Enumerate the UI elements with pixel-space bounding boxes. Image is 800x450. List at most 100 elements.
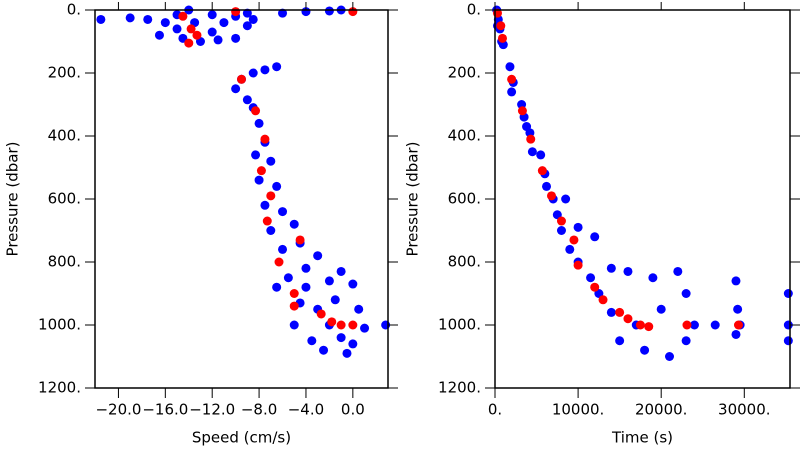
data-point	[289, 289, 299, 298]
data-point	[507, 74, 517, 84]
data-point	[248, 14, 258, 24]
data-point	[160, 18, 170, 28]
data-point	[186, 24, 196, 34]
data-point	[289, 320, 299, 330]
data-point	[640, 345, 650, 355]
data-point	[360, 323, 370, 333]
data-point	[272, 282, 282, 292]
data-point	[536, 150, 546, 160]
data-point	[783, 336, 793, 346]
data-point	[248, 68, 258, 78]
data-point	[665, 352, 675, 361]
data-point	[496, 21, 506, 31]
data-point	[301, 263, 311, 273]
data-point	[336, 266, 346, 276]
x-tick-label: −20.0	[95, 401, 141, 419]
data-point	[648, 273, 658, 283]
data-point	[336, 333, 346, 343]
data-point	[295, 235, 305, 245]
data-point	[278, 8, 288, 18]
data-point	[733, 320, 743, 330]
data-point	[731, 276, 741, 286]
y-tick-label: 1200.	[38, 379, 81, 397]
data-point	[254, 175, 264, 185]
data-point	[606, 307, 616, 317]
y-tick-label: 400.	[48, 127, 81, 145]
x-tick-label: 0.0	[341, 401, 365, 419]
data-point	[615, 336, 625, 346]
y-tick-label: 400.	[448, 127, 481, 145]
data-point	[348, 339, 358, 349]
data-point	[623, 314, 633, 324]
data-point	[348, 279, 358, 289]
data-point	[207, 10, 217, 20]
data-point	[283, 273, 293, 283]
data-point	[586, 273, 596, 283]
data-point	[272, 181, 282, 191]
data-point	[573, 260, 583, 270]
data-point	[710, 320, 720, 330]
x-tick-label: 0.	[488, 401, 502, 419]
x-axis-label: Speed (cm/s)	[192, 429, 291, 447]
data-point	[266, 226, 276, 235]
data-point	[644, 322, 654, 332]
data-point	[590, 282, 600, 292]
data-point	[606, 263, 616, 273]
y-axis-label: Pressure (dbar)	[4, 142, 22, 257]
data-point	[656, 304, 666, 314]
data-point	[497, 33, 507, 43]
x-tick-label: 10000.	[552, 401, 605, 419]
data-point	[237, 74, 246, 84]
data-point	[125, 13, 135, 23]
data-point	[274, 257, 284, 267]
y-tick-label: 600.	[48, 190, 81, 208]
data-point	[527, 147, 537, 157]
data-point	[556, 216, 566, 226]
data-point	[327, 317, 337, 327]
data-point	[526, 134, 536, 144]
data-point	[505, 62, 515, 72]
data-point	[307, 336, 317, 346]
data-point	[590, 232, 600, 242]
y-tick-label: 600.	[448, 190, 481, 208]
data-point	[731, 329, 741, 339]
x-tick-label: −8.0	[241, 401, 277, 419]
data-point	[517, 106, 527, 116]
data-point	[278, 244, 288, 254]
data-point	[231, 33, 241, 43]
x-tick-label: 20000.	[635, 401, 688, 419]
data-point	[565, 244, 575, 254]
data-point	[178, 11, 188, 21]
data-point	[289, 219, 299, 229]
data-point	[213, 35, 223, 45]
data-point	[192, 30, 202, 40]
data-point	[733, 304, 743, 314]
data-point	[313, 251, 323, 261]
y-tick-label: 0.	[467, 1, 481, 19]
y-axis-label: Pressure (dbar)	[404, 142, 422, 257]
data-point	[242, 21, 252, 31]
data-point	[289, 301, 299, 311]
data-point	[330, 295, 340, 305]
data-point	[154, 30, 164, 40]
y-tick-label: 0.	[67, 1, 81, 19]
data-point	[184, 38, 194, 48]
x-tick-label: −16.0	[142, 401, 188, 419]
data-point	[260, 134, 270, 144]
data-point	[689, 320, 699, 330]
data-point	[682, 320, 692, 330]
data-point	[561, 194, 571, 204]
data-point	[569, 235, 579, 245]
data-point	[615, 307, 625, 317]
data-point	[681, 289, 691, 298]
data-point	[278, 207, 288, 217]
data-point	[231, 84, 241, 94]
data-point	[143, 14, 153, 24]
x-axis-label: Time (s)	[611, 429, 673, 447]
y-tick-label: 800.	[448, 253, 481, 271]
data-point	[623, 266, 633, 276]
data-point	[266, 156, 276, 166]
data-point	[242, 8, 252, 18]
data-point	[336, 320, 346, 330]
data-point	[242, 95, 252, 105]
